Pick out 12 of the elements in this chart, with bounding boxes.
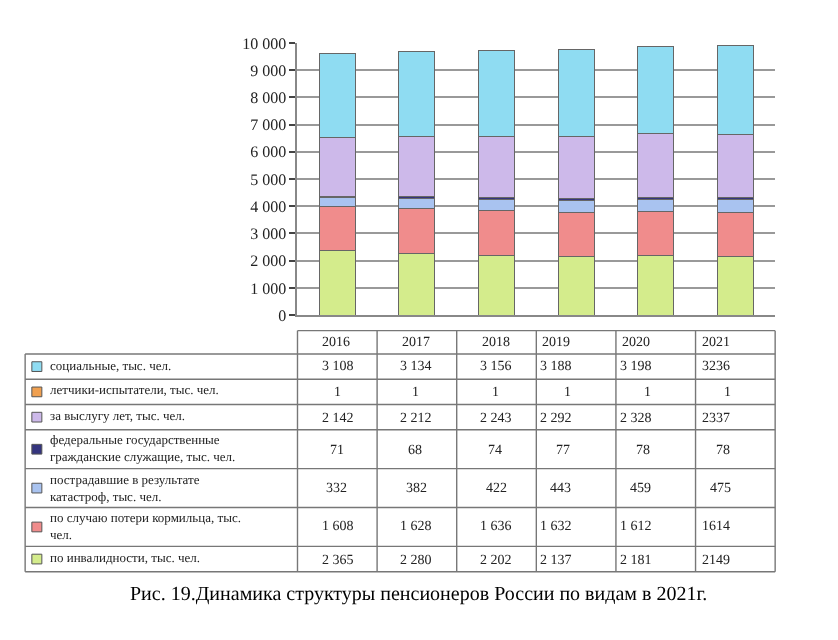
- y-tick-label: 8 000: [250, 89, 287, 108]
- y-tick-label: 10 000: [242, 34, 287, 53]
- y-tick-label: 0: [278, 306, 287, 325]
- y-tick-label: 4 000: [250, 197, 287, 216]
- y-tick-label: 1 000: [250, 279, 287, 298]
- y-tick-label: 2 000: [250, 252, 287, 271]
- y-tick-label: 6 000: [250, 143, 287, 162]
- y-tick-label: 7 000: [250, 116, 287, 135]
- y-tick-label: 5 000: [250, 170, 287, 189]
- y-tick-label: 3 000: [250, 225, 287, 244]
- text: Рис. 19.Динамика структуры пенсионеров России по видам в 2021г.: [130, 584, 708, 606]
- y-tick-label: 9 000: [250, 61, 287, 80]
